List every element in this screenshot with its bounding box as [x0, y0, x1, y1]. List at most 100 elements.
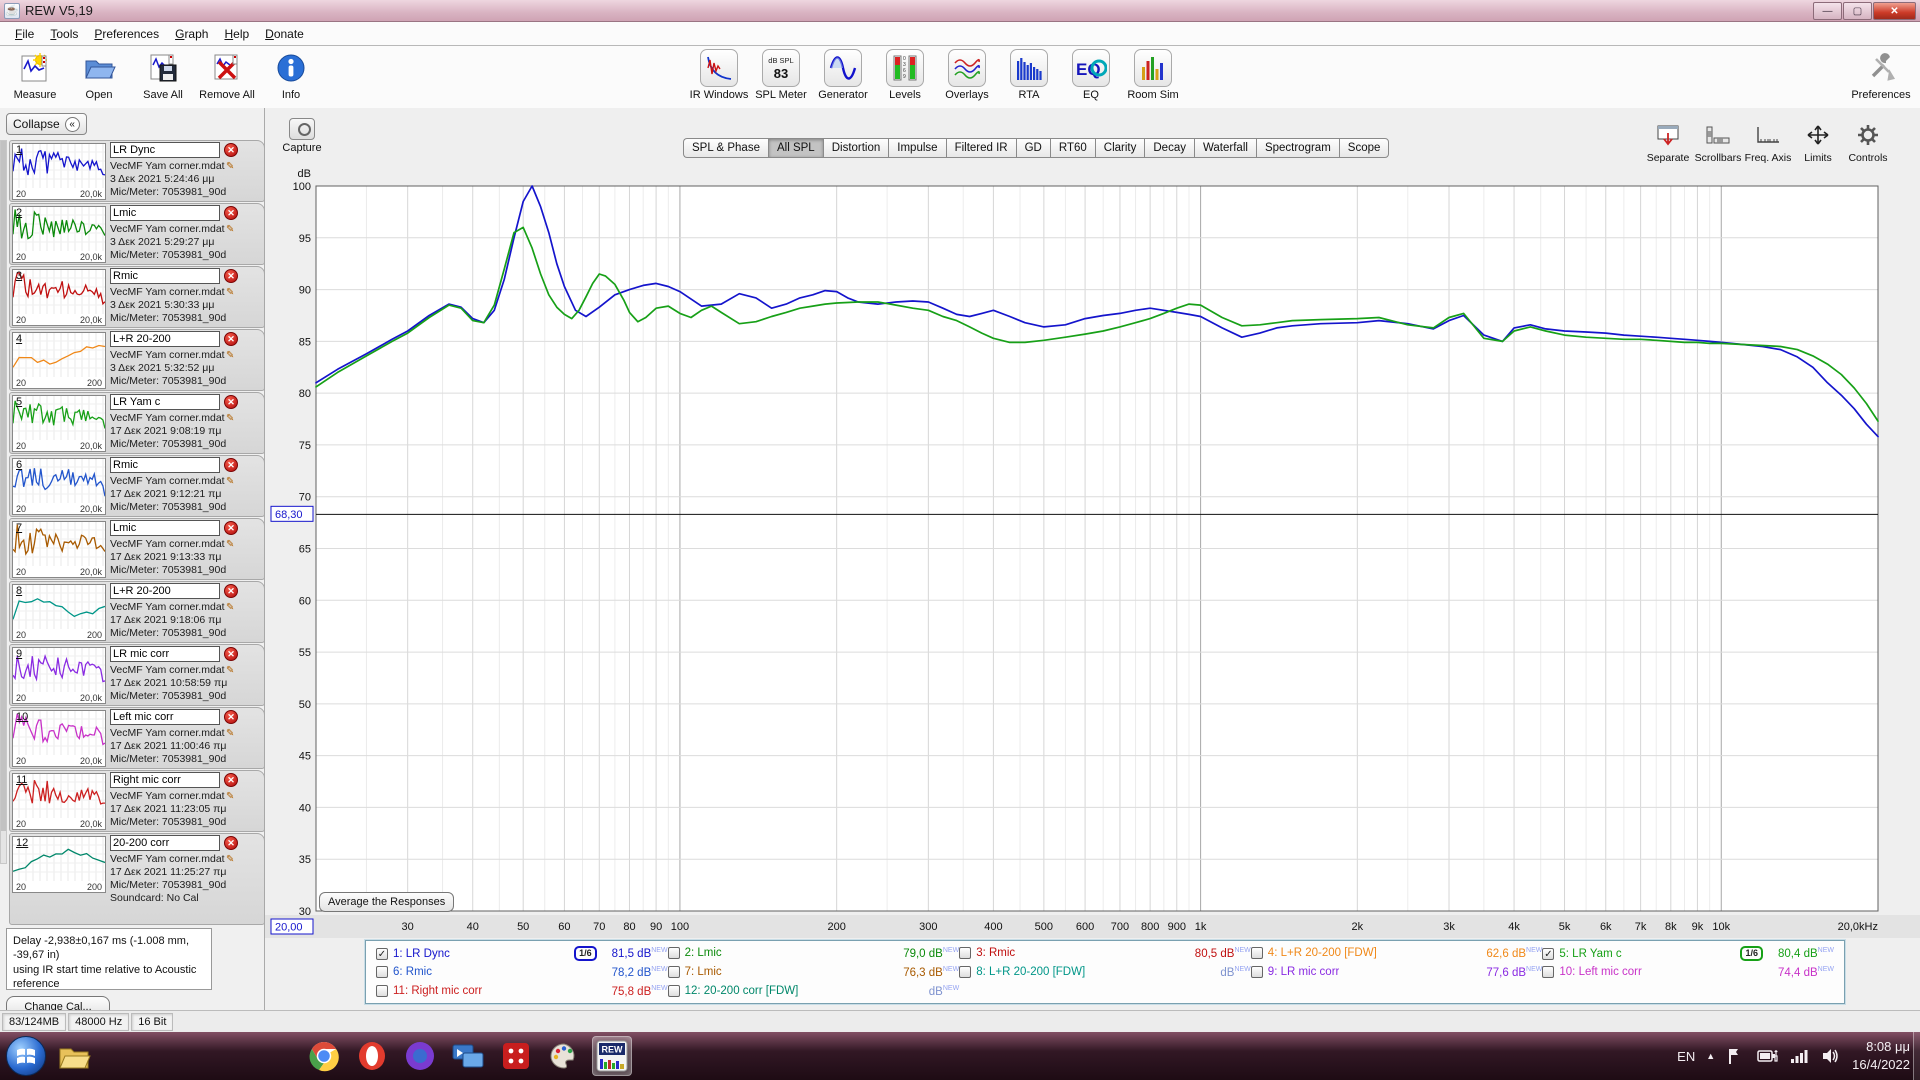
pencil-icon[interactable]: ✎: [226, 224, 235, 235]
tab-filtered-ir[interactable]: Filtered IR: [945, 138, 1016, 158]
measurement-name-input[interactable]: [110, 205, 220, 221]
start-button[interactable]: [6, 1036, 46, 1076]
remove-measurement-button[interactable]: ✕: [224, 773, 238, 787]
overlays-button[interactable]: Overlays: [938, 46, 996, 101]
tab-clarity[interactable]: Clarity: [1094, 138, 1145, 158]
pencil-icon[interactable]: ✎: [226, 539, 235, 550]
remove-measurement-button[interactable]: ✕: [224, 584, 238, 598]
remove-measurement-button[interactable]: ✕: [224, 143, 238, 157]
legend-trace-label[interactable]: 1: LR Dync: [393, 947, 450, 960]
measurement-name-input[interactable]: [110, 142, 220, 158]
legend-trace-label[interactable]: 4: L+R 20-200 [FDW]: [1267, 947, 1377, 960]
legend-checkbox[interactable]: [1250, 966, 1263, 979]
tab-distortion[interactable]: Distortion: [822, 138, 889, 158]
legend-checkbox[interactable]: [667, 985, 680, 998]
screen-share-taskbar-icon[interactable]: [448, 1036, 488, 1076]
legend-checkbox[interactable]: ✓: [376, 947, 388, 960]
measurement-thumbnail[interactable]: 3 20 20,0k: [12, 269, 106, 326]
legend-checkbox[interactable]: [667, 947, 680, 960]
pencil-icon[interactable]: ✎: [226, 728, 235, 739]
info-button[interactable]: Info: [262, 46, 320, 101]
explorer-taskbar-icon[interactable]: [54, 1036, 94, 1076]
scrollbars-button[interactable]: Scrollbars: [1693, 120, 1743, 164]
measurement-name-input[interactable]: [110, 331, 220, 347]
limits-button[interactable]: Limits: [1793, 120, 1843, 164]
legend-trace-label[interactable]: 10: Left mic corr: [1559, 966, 1642, 979]
average-responses-button[interactable]: Average the Responses: [319, 892, 455, 912]
measurement-name-input[interactable]: [110, 835, 220, 851]
pencil-icon[interactable]: ✎: [226, 854, 235, 865]
pencil-icon[interactable]: ✎: [226, 665, 235, 676]
legend-trace-label[interactable]: 5: LR Yam c: [1559, 947, 1622, 960]
legend-checkbox[interactable]: [667, 966, 680, 979]
legend-checkbox[interactable]: [376, 966, 388, 979]
legend-checkbox[interactable]: [1542, 966, 1555, 979]
spl-meter-button[interactable]: dB SPL 83 SPL Meter: [752, 46, 810, 101]
legend-trace-label[interactable]: 9: LR mic corr: [1267, 966, 1340, 979]
pencil-icon[interactable]: ✎: [226, 161, 235, 172]
legend-trace-label[interactable]: 12: 20-200 corr [FDW]: [684, 985, 799, 998]
pencil-icon[interactable]: ✎: [226, 287, 235, 298]
clock[interactable]: 8:08 μμ 16/4/2022: [1852, 1038, 1910, 1073]
measurement-name-input[interactable]: [110, 268, 220, 284]
tab-impulse[interactable]: Impulse: [888, 138, 946, 158]
legend-trace-label[interactable]: 8: L+R 20-200 [FDW]: [976, 966, 1086, 979]
legend-checkbox[interactable]: ✓: [1542, 947, 1555, 960]
smoothing-badge[interactable]: 1/6: [1740, 946, 1763, 961]
rta-button[interactable]: RTA: [1000, 46, 1058, 101]
chrome-taskbar-icon[interactable]: [304, 1036, 344, 1076]
x-axis-min-box[interactable]: 20,00: [275, 922, 303, 934]
remove-measurement-button[interactable]: ✕: [224, 269, 238, 283]
smoothing-badge[interactable]: 1/6: [574, 946, 597, 961]
collapse-button[interactable]: Collapse «: [6, 113, 87, 135]
measurement-name-input[interactable]: [110, 646, 220, 662]
measurement-name-input[interactable]: [110, 520, 220, 536]
legend-trace-label[interactable]: 6: Rmic: [393, 966, 432, 979]
menu-help[interactable]: Help: [224, 26, 250, 41]
rew-taskbar-icon[interactable]: REW: [592, 1036, 632, 1076]
paint-taskbar-icon[interactable]: [544, 1036, 584, 1076]
remove-measurement-button[interactable]: ✕: [224, 332, 238, 346]
levels-button[interactable]: 0 3 6 9 Levels: [876, 46, 934, 101]
measurement-name-input[interactable]: [110, 709, 220, 725]
remove-measurement-button[interactable]: ✕: [224, 521, 238, 535]
tab-all-spl[interactable]: All SPL: [767, 138, 823, 158]
network-signal-icon[interactable]: [1790, 1048, 1810, 1064]
measurement-thumbnail[interactable]: 1 20 20,0k: [12, 143, 106, 200]
measure-button[interactable]: Measure: [6, 46, 64, 101]
tab-gd[interactable]: GD: [1015, 138, 1050, 158]
measurement-list-scrollbar[interactable]: [0, 140, 7, 864]
menu-graph[interactable]: Graph: [175, 26, 209, 41]
show-desktop-button[interactable]: [1913, 1032, 1920, 1080]
eq-button[interactable]: EQ EQ: [1062, 46, 1120, 101]
measurement-name-input[interactable]: [110, 772, 220, 788]
remove-measurement-button[interactable]: ✕: [224, 395, 238, 409]
remove-all-button[interactable]: Remove All: [198, 46, 256, 101]
measurement-thumbnail[interactable]: 7 20 20,0k: [12, 521, 106, 578]
spl-chart[interactable]: 30 35 40 45 50 55 60 65 70 75 80 85 90 95 100 dB 30 40 50 6…: [265, 162, 1920, 941]
measurement-thumbnail[interactable]: 4 20 200: [12, 332, 106, 389]
tab-waterfall[interactable]: Waterfall: [1193, 138, 1256, 158]
pencil-icon[interactable]: ✎: [226, 350, 235, 361]
measurement-name-input[interactable]: [110, 394, 220, 410]
tray-expand-icon[interactable]: ▲: [1706, 1051, 1716, 1061]
language-indicator[interactable]: EN: [1677, 1048, 1696, 1064]
legend-checkbox[interactable]: [1250, 947, 1263, 960]
capture-button[interactable]: Capture: [277, 118, 327, 154]
action-center-flag-icon[interactable]: [1726, 1047, 1746, 1065]
minimize-button[interactable]: —: [1813, 2, 1842, 20]
save-all-button[interactable]: Save All: [134, 46, 192, 101]
measurement-thumbnail[interactable]: 2 20 20,0k: [12, 206, 106, 263]
tab-decay[interactable]: Decay: [1144, 138, 1194, 158]
legend-trace-label[interactable]: 2: Lmic: [684, 947, 722, 960]
open-button[interactable]: Open: [70, 46, 128, 101]
remove-measurement-button[interactable]: ✕: [224, 458, 238, 472]
